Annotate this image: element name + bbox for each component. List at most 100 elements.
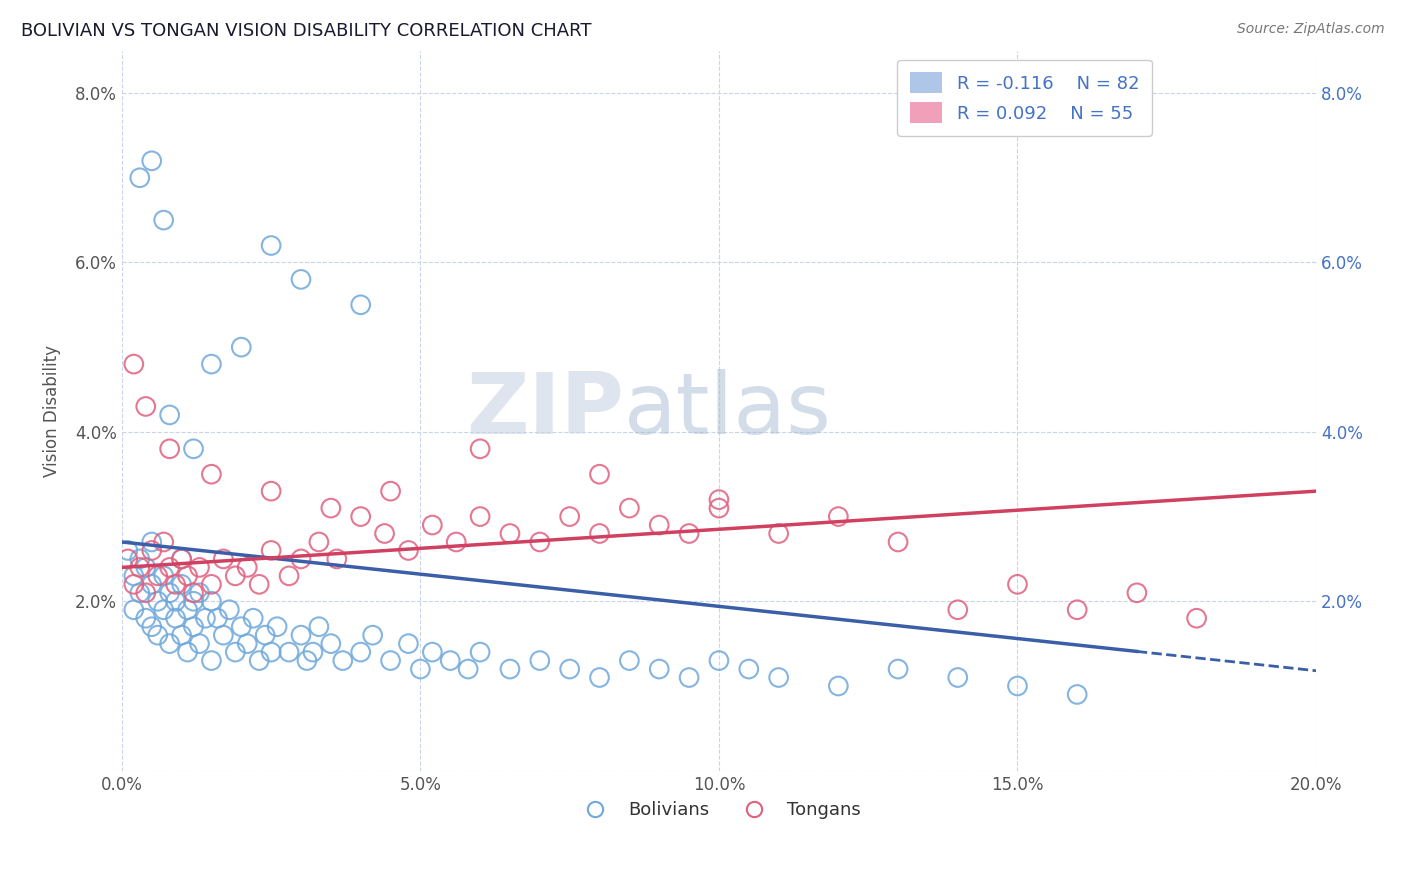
- Point: [152, 569, 174, 583]
- Point: [128, 552, 150, 566]
- Point: [165, 611, 187, 625]
- Point: [529, 535, 551, 549]
- Point: [159, 637, 181, 651]
- Text: ZIP: ZIP: [465, 369, 623, 452]
- Point: [141, 620, 163, 634]
- Point: [135, 611, 157, 625]
- Point: [278, 645, 301, 659]
- Point: [260, 543, 283, 558]
- Point: [159, 408, 181, 422]
- Point: [380, 654, 402, 668]
- Point: [260, 645, 283, 659]
- Point: [200, 594, 222, 608]
- Point: [1007, 577, 1029, 591]
- Text: BOLIVIAN VS TONGAN VISION DISABILITY CORRELATION CHART: BOLIVIAN VS TONGAN VISION DISABILITY COR…: [21, 22, 592, 40]
- Point: [194, 611, 217, 625]
- Point: [678, 671, 700, 685]
- Point: [159, 586, 181, 600]
- Point: [499, 526, 522, 541]
- Point: [170, 577, 193, 591]
- Point: [122, 603, 145, 617]
- Point: [457, 662, 479, 676]
- Point: [128, 586, 150, 600]
- Point: [827, 679, 849, 693]
- Point: [295, 654, 318, 668]
- Point: [152, 603, 174, 617]
- Text: Source: ZipAtlas.com: Source: ZipAtlas.com: [1237, 22, 1385, 37]
- Point: [170, 552, 193, 566]
- Point: [558, 662, 581, 676]
- Point: [159, 560, 181, 574]
- Point: [146, 569, 169, 583]
- Point: [176, 603, 198, 617]
- Point: [231, 620, 253, 634]
- Y-axis label: Vision Disability: Vision Disability: [44, 344, 60, 476]
- Point: [946, 603, 969, 617]
- Point: [350, 645, 373, 659]
- Point: [332, 654, 354, 668]
- Point: [319, 637, 342, 651]
- Point: [231, 340, 253, 354]
- Point: [236, 637, 259, 651]
- Point: [165, 577, 187, 591]
- Point: [278, 569, 301, 583]
- Point: [529, 654, 551, 668]
- Point: [707, 501, 730, 516]
- Point: [290, 272, 312, 286]
- Point: [176, 645, 198, 659]
- Point: [128, 170, 150, 185]
- Point: [398, 637, 420, 651]
- Point: [422, 518, 444, 533]
- Point: [588, 467, 610, 482]
- Point: [122, 357, 145, 371]
- Point: [468, 645, 491, 659]
- Point: [224, 569, 246, 583]
- Point: [738, 662, 761, 676]
- Point: [183, 594, 205, 608]
- Point: [588, 526, 610, 541]
- Point: [146, 628, 169, 642]
- Point: [212, 552, 235, 566]
- Point: [887, 535, 910, 549]
- Point: [224, 645, 246, 659]
- Point: [200, 357, 222, 371]
- Point: [141, 577, 163, 591]
- Point: [648, 518, 671, 533]
- Point: [308, 620, 330, 634]
- Point: [188, 586, 211, 600]
- Point: [200, 467, 222, 482]
- Point: [200, 577, 222, 591]
- Legend: Bolivians, Tongans: Bolivians, Tongans: [571, 794, 868, 827]
- Point: [183, 586, 205, 600]
- Point: [350, 509, 373, 524]
- Point: [188, 637, 211, 651]
- Point: [170, 628, 193, 642]
- Point: [619, 501, 641, 516]
- Point: [398, 543, 420, 558]
- Point: [128, 560, 150, 574]
- Point: [117, 543, 139, 558]
- Point: [499, 662, 522, 676]
- Point: [1126, 586, 1149, 600]
- Point: [188, 560, 211, 574]
- Point: [170, 552, 193, 566]
- Point: [768, 526, 790, 541]
- Point: [165, 594, 187, 608]
- Point: [152, 213, 174, 227]
- Point: [122, 577, 145, 591]
- Point: [319, 501, 342, 516]
- Point: [200, 654, 222, 668]
- Point: [141, 153, 163, 168]
- Point: [122, 569, 145, 583]
- Point: [266, 620, 288, 634]
- Point: [236, 560, 259, 574]
- Point: [707, 492, 730, 507]
- Point: [887, 662, 910, 676]
- Point: [350, 298, 373, 312]
- Point: [558, 509, 581, 524]
- Point: [827, 509, 849, 524]
- Point: [308, 535, 330, 549]
- Point: [260, 238, 283, 252]
- Point: [290, 628, 312, 642]
- Point: [218, 603, 240, 617]
